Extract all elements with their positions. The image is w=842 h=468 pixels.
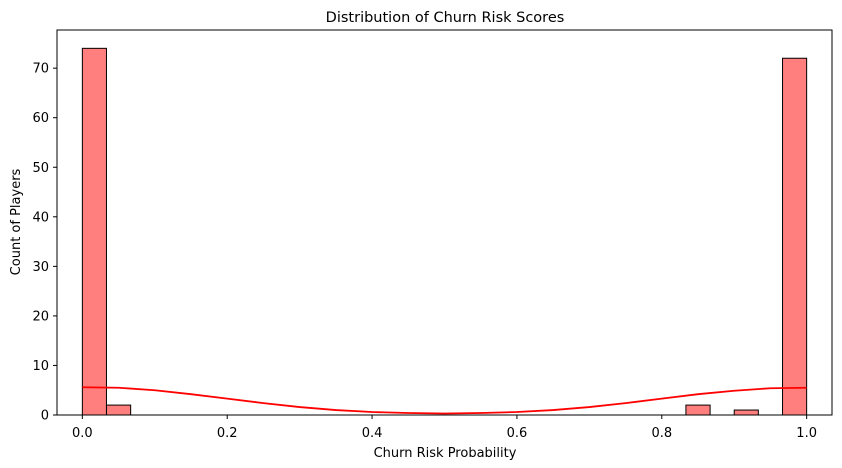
histogram-bar-3 — [685, 404, 711, 416]
y-tick-label-1: 10 — [32, 359, 49, 374]
histogram-bar-5 — [782, 57, 808, 416]
x-axis-label: Churn Risk Probability — [374, 446, 517, 461]
bars-layer — [81, 47, 808, 416]
x-tick-label-2: 0.4 — [362, 426, 383, 441]
y-axis-label: Count of Players — [9, 168, 24, 275]
kde-layer — [82, 386, 807, 415]
kde-curve — [82, 386, 807, 415]
y-tick-label-4: 40 — [32, 210, 49, 225]
y-tick-label-7: 70 — [32, 62, 49, 77]
histogram-bar-1 — [81, 47, 107, 416]
x-tick-label-5: 1.0 — [796, 426, 817, 441]
x-tick-label-4: 0.8 — [651, 426, 672, 441]
y-tick-label-6: 60 — [32, 111, 49, 126]
y-tick-label-5: 50 — [32, 161, 49, 176]
x-tick-label-3: 0.6 — [507, 426, 528, 441]
plot-frame — [56, 29, 833, 416]
y-tick-label-0: 0 — [41, 409, 49, 424]
y-tick-label-3: 30 — [32, 260, 49, 275]
x-axis: 0.0 0.2 0.4 0.6 0.8 1.0 — [72, 415, 817, 441]
y-tick-label-2: 20 — [32, 309, 49, 324]
histogram-bar-4 — [733, 409, 759, 416]
chart-title: Distribution of Churn Risk Scores — [326, 10, 565, 26]
histogram-bar-2 — [105, 404, 132, 416]
y-axis: 0 10 20 30 40 50 60 70 — [32, 62, 57, 424]
x-tick-label-0: 0.0 — [72, 426, 93, 441]
x-tick-label-1: 0.2 — [217, 426, 238, 441]
